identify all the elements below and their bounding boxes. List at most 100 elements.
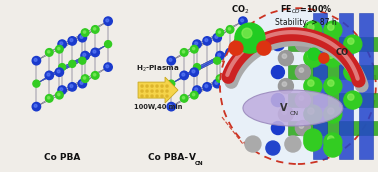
Circle shape <box>45 71 53 80</box>
Circle shape <box>239 41 246 48</box>
Circle shape <box>141 85 143 87</box>
Text: CO: CO <box>336 48 349 57</box>
Circle shape <box>299 124 304 128</box>
Circle shape <box>32 56 40 65</box>
Circle shape <box>181 95 187 101</box>
Circle shape <box>226 26 234 33</box>
Circle shape <box>304 77 322 95</box>
Circle shape <box>195 42 198 45</box>
Circle shape <box>83 31 86 33</box>
Circle shape <box>324 77 342 95</box>
Bar <box>339 13 353 159</box>
Circle shape <box>105 41 112 48</box>
Circle shape <box>242 28 252 38</box>
Text: CN: CN <box>290 111 299 116</box>
Circle shape <box>215 35 218 38</box>
Circle shape <box>180 95 188 102</box>
Circle shape <box>195 88 198 91</box>
Polygon shape <box>36 44 108 84</box>
Circle shape <box>47 73 50 76</box>
Circle shape <box>194 64 200 71</box>
Circle shape <box>214 57 221 64</box>
Circle shape <box>57 93 60 96</box>
Circle shape <box>295 65 310 80</box>
Circle shape <box>180 71 188 80</box>
Circle shape <box>190 68 198 76</box>
Circle shape <box>166 90 168 92</box>
Circle shape <box>46 95 53 101</box>
Polygon shape <box>288 37 378 51</box>
Circle shape <box>328 108 334 114</box>
Circle shape <box>191 91 198 99</box>
Circle shape <box>156 95 158 97</box>
Text: FE$_{CO}$=100%: FE$_{CO}$=100% <box>279 4 332 16</box>
Circle shape <box>104 63 112 71</box>
Circle shape <box>93 50 96 53</box>
Circle shape <box>191 45 198 53</box>
Circle shape <box>295 93 310 108</box>
Circle shape <box>80 35 83 38</box>
Circle shape <box>60 88 63 91</box>
Circle shape <box>304 49 322 67</box>
Polygon shape <box>171 44 243 84</box>
Circle shape <box>167 56 175 65</box>
Text: H$_2$-Plasma: H$_2$-Plasma <box>136 64 180 74</box>
Bar <box>313 13 327 159</box>
Circle shape <box>348 38 354 44</box>
Circle shape <box>279 51 293 66</box>
Circle shape <box>203 37 211 45</box>
Circle shape <box>56 45 63 53</box>
Circle shape <box>104 17 112 25</box>
Polygon shape <box>288 93 378 107</box>
Polygon shape <box>288 121 378 135</box>
Circle shape <box>348 94 354 100</box>
Circle shape <box>191 46 197 52</box>
Circle shape <box>216 51 224 60</box>
Circle shape <box>282 110 287 114</box>
Circle shape <box>141 95 143 97</box>
Circle shape <box>79 57 86 64</box>
Circle shape <box>299 96 304 100</box>
Circle shape <box>324 139 342 157</box>
Circle shape <box>78 34 87 42</box>
Circle shape <box>328 24 334 30</box>
Circle shape <box>213 79 222 88</box>
Circle shape <box>308 108 314 114</box>
Circle shape <box>192 47 195 50</box>
Circle shape <box>319 53 329 63</box>
Circle shape <box>308 136 314 142</box>
Circle shape <box>239 17 247 25</box>
Circle shape <box>344 35 362 53</box>
Circle shape <box>282 54 287 58</box>
Circle shape <box>282 82 287 86</box>
Circle shape <box>308 24 314 30</box>
Circle shape <box>241 19 243 22</box>
Circle shape <box>106 65 109 68</box>
Circle shape <box>82 29 88 36</box>
Circle shape <box>32 103 40 111</box>
Circle shape <box>83 53 86 56</box>
Circle shape <box>156 85 158 87</box>
Circle shape <box>82 75 88 82</box>
Circle shape <box>57 70 60 73</box>
Circle shape <box>348 66 354 72</box>
Circle shape <box>48 96 50 99</box>
Circle shape <box>168 80 175 87</box>
Circle shape <box>106 19 109 22</box>
Circle shape <box>34 104 37 107</box>
Circle shape <box>205 85 208 88</box>
Circle shape <box>304 105 322 123</box>
Ellipse shape <box>243 90 343 126</box>
Polygon shape <box>288 65 378 79</box>
Circle shape <box>228 50 231 53</box>
Polygon shape <box>138 77 178 103</box>
Circle shape <box>141 90 143 92</box>
Circle shape <box>33 80 40 87</box>
Circle shape <box>56 92 63 98</box>
Circle shape <box>217 75 223 82</box>
Circle shape <box>191 92 197 98</box>
Circle shape <box>218 77 221 79</box>
Text: CO$_2$: CO$_2$ <box>231 4 249 16</box>
Circle shape <box>151 90 153 92</box>
Circle shape <box>308 80 314 86</box>
